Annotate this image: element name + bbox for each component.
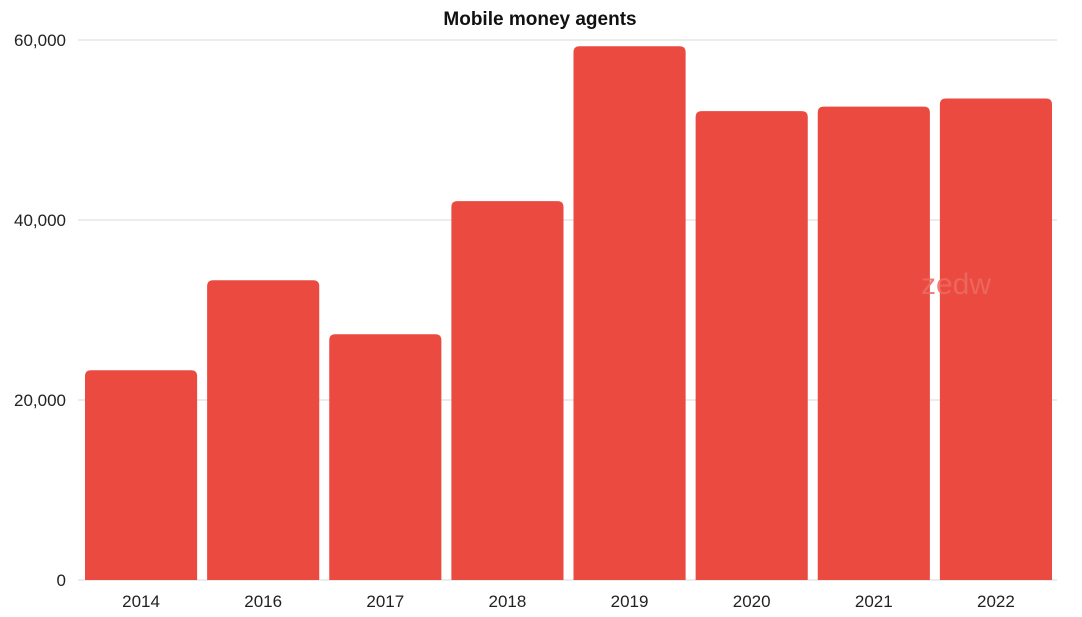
bar-2016: [207, 280, 320, 580]
x-tick-label: 2022: [977, 592, 1015, 611]
watermark: zedw: [856, 258, 991, 310]
sunburst-ray: [888, 286, 901, 292]
sunburst-ray: [876, 291, 881, 305]
watermark-text: zedw: [921, 268, 991, 301]
bars: [85, 46, 1052, 581]
bar-2019: [573, 46, 686, 581]
bar-2018: [451, 201, 564, 580]
bar-2014: [85, 370, 198, 580]
sunburst-ray: [867, 290, 878, 307]
bar-2020: [695, 111, 808, 580]
y-tick-label: 0: [57, 571, 66, 590]
sunburst-ray: [876, 263, 881, 277]
y-axis-ticks: 0 20,000 40,000 60,000: [14, 31, 66, 590]
x-axis-ticks: 2014 2016 2017 2018 2019 2020 2021 2022: [122, 592, 1015, 611]
sunburst-ray: [881, 258, 887, 277]
y-tick-label: 60,000: [14, 31, 66, 50]
sunburst-ray: [867, 261, 878, 278]
sunburst-ray: [884, 265, 892, 278]
x-tick-label: 2021: [855, 592, 893, 611]
sunburst-ray: [856, 274, 874, 282]
sunburst-ray: [864, 270, 876, 280]
sunburst-ray: [884, 290, 892, 303]
sunburst-ray: [886, 288, 902, 302]
sunburst-ray: [856, 286, 874, 294]
sunburst-ray: [864, 288, 876, 298]
x-tick-label: 2016: [244, 592, 282, 611]
x-tick-label: 2018: [489, 592, 527, 611]
y-tick-label: 40,000: [14, 211, 66, 230]
x-tick-label: 2014: [122, 592, 160, 611]
y-tick-label: 20,000: [14, 391, 66, 410]
chart-title: Mobile money agents: [443, 9, 636, 30]
bar-2022: [939, 98, 1052, 580]
sunburst-ray: [881, 291, 887, 310]
sunburst-ray: [888, 276, 901, 282]
x-tick-label: 2020: [733, 592, 771, 611]
x-tick-label: 2017: [366, 592, 404, 611]
bar-2017: [329, 334, 442, 580]
sunburst-icon: [856, 258, 907, 310]
bar-2021: [817, 106, 930, 580]
x-tick-label: 2019: [611, 592, 649, 611]
sunburst-ray: [886, 266, 902, 280]
